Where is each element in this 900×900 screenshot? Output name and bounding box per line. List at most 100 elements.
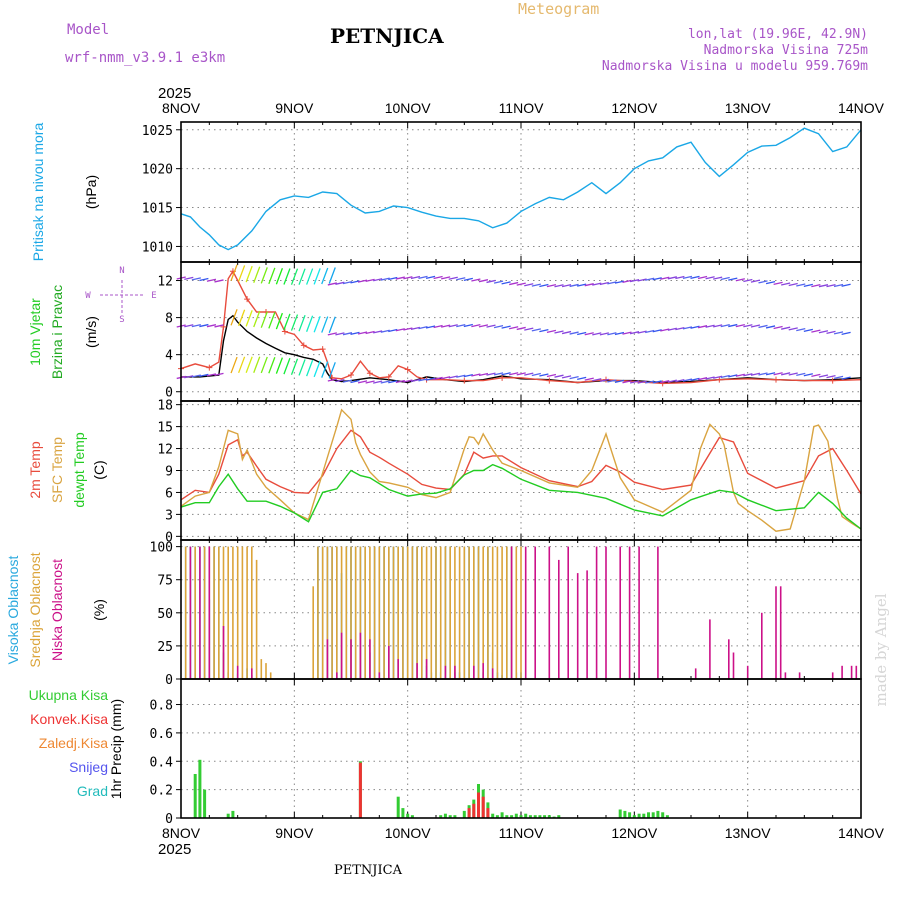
wind-barb <box>509 326 519 330</box>
wind-barb <box>463 373 473 378</box>
wind-barb <box>584 283 594 287</box>
y-tick-label: 0.4 <box>150 755 174 770</box>
wind-barb <box>478 279 489 283</box>
wind-barb <box>675 275 685 280</box>
y-tick-label: 0 <box>165 673 173 688</box>
model-name: wrf-nmm_v3.9.1 e3km <box>65 50 225 66</box>
bar-ukupna-kisa <box>656 810 660 818</box>
wind-barb <box>328 267 336 284</box>
bar-ukupna-kisa <box>401 808 405 818</box>
wind-barb <box>781 282 791 286</box>
wind-barb <box>796 328 806 332</box>
wind-barb <box>388 380 398 384</box>
panel-temperature: 0 3 6 9 12 15 18 <box>157 399 862 545</box>
bar-ukupna-kisa <box>661 812 665 818</box>
bar-srednja-oblacnost <box>406 546 409 679</box>
bar-srednja-oblacnost <box>326 546 329 679</box>
bar-srednja-oblacnost <box>482 546 484 679</box>
y-tick-label: 0 <box>165 812 173 827</box>
wind-barb <box>418 326 428 330</box>
bar-niska-oblacnost <box>638 546 640 679</box>
bar-srednja-oblacnost <box>473 546 475 679</box>
wind-barb <box>327 282 337 286</box>
ylabel-cloud-mid: Srednja Oblacnost <box>27 552 43 667</box>
wind-barb <box>577 331 587 336</box>
gust-marker <box>773 376 779 383</box>
wind-barb <box>335 378 345 383</box>
wind-barb <box>713 324 723 328</box>
bar-srednja-oblacnost <box>388 546 390 679</box>
time-label-bottom: 12NOV <box>611 825 658 841</box>
wind-barb <box>456 277 466 281</box>
bar-ukupna-kisa <box>198 759 202 818</box>
lonlat-label: lon,lat (19.96E, 42.9N) <box>688 27 868 42</box>
bar-niska-oblacnost <box>425 659 428 679</box>
wind-barb <box>365 278 375 283</box>
wind-barb <box>253 310 261 328</box>
ylabel-precip: 1hr Precip (mm) <box>108 699 124 799</box>
gust-marker <box>206 364 213 371</box>
bar-niska-oblacnost <box>336 672 338 679</box>
wind-barb <box>298 314 306 332</box>
time-label-bottom: 11NOV <box>499 825 545 841</box>
wind-barb <box>750 372 761 376</box>
bar-ukupna-kisa <box>231 810 235 818</box>
wind-barb <box>690 377 700 382</box>
bar-ukupna-kisa <box>623 810 627 818</box>
wind-barb <box>629 279 640 283</box>
series-mslp <box>180 127 862 251</box>
panel-clouds: 0 25 50 75 100 <box>150 539 862 688</box>
wind-barb <box>750 279 761 283</box>
bar-ukupna-kisa <box>528 815 532 818</box>
gust-marker <box>281 328 288 335</box>
y-tick-label: 0 <box>165 530 173 545</box>
wind-barb <box>184 375 194 379</box>
watermark: made by Angel <box>872 593 890 706</box>
ylabel-wind-a: 10m Vjetar <box>27 298 43 366</box>
bar-niska-oblacnost <box>855 665 858 679</box>
wind-barb <box>818 374 829 378</box>
wind-barb <box>321 267 329 285</box>
bar-niska-oblacnost <box>369 639 371 679</box>
bar-niska-oblacnost <box>850 665 853 679</box>
bar-ukupna-kisa <box>547 815 551 818</box>
wind-barb <box>697 325 708 329</box>
compass-s: S <box>119 315 124 325</box>
elevation-label: Nadmorska Visina 725m <box>704 43 869 58</box>
bar-niska-oblacnost <box>586 570 588 679</box>
compass-w: W <box>85 291 91 301</box>
year-label-top: 2025 <box>158 85 191 102</box>
bar-niska-oblacnost <box>326 639 329 679</box>
wind-barb <box>463 277 473 281</box>
bar-niska-oblacnost <box>491 668 494 679</box>
bar-srednja-oblacnost <box>378 546 381 679</box>
wind-barb <box>206 373 217 377</box>
wind-barb <box>214 372 224 377</box>
wind-barb <box>448 276 458 280</box>
wind-barb <box>306 315 314 332</box>
bar-srednja-oblacnost <box>336 546 338 679</box>
gust-marker <box>244 296 251 303</box>
y-tick-label: 3 <box>165 508 173 523</box>
wind-barb <box>206 324 217 328</box>
wind-barb <box>290 358 299 375</box>
bar-ukupna-kisa <box>396 796 400 818</box>
bar-ukupna-kisa <box>637 813 641 818</box>
wind-barb <box>705 324 715 328</box>
wind-barb <box>365 330 375 335</box>
bar-srednja-oblacnost <box>439 546 442 679</box>
wind-barb <box>690 275 700 280</box>
wind-barb <box>652 380 662 384</box>
wind-barb <box>230 309 238 326</box>
wind-barb <box>342 379 353 383</box>
wind-barb <box>433 275 443 280</box>
wind-barb <box>803 328 813 333</box>
gust-marker <box>461 377 468 384</box>
wind-barb <box>818 330 829 334</box>
bar-srednja-oblacnost <box>340 546 343 679</box>
wind-barb <box>622 279 632 284</box>
precip-legend-4: Grad <box>77 783 108 799</box>
bar-srednja-oblacnost <box>411 546 414 679</box>
bar-konvek-kisa <box>486 808 490 818</box>
bar-ukupna-kisa <box>642 813 646 818</box>
